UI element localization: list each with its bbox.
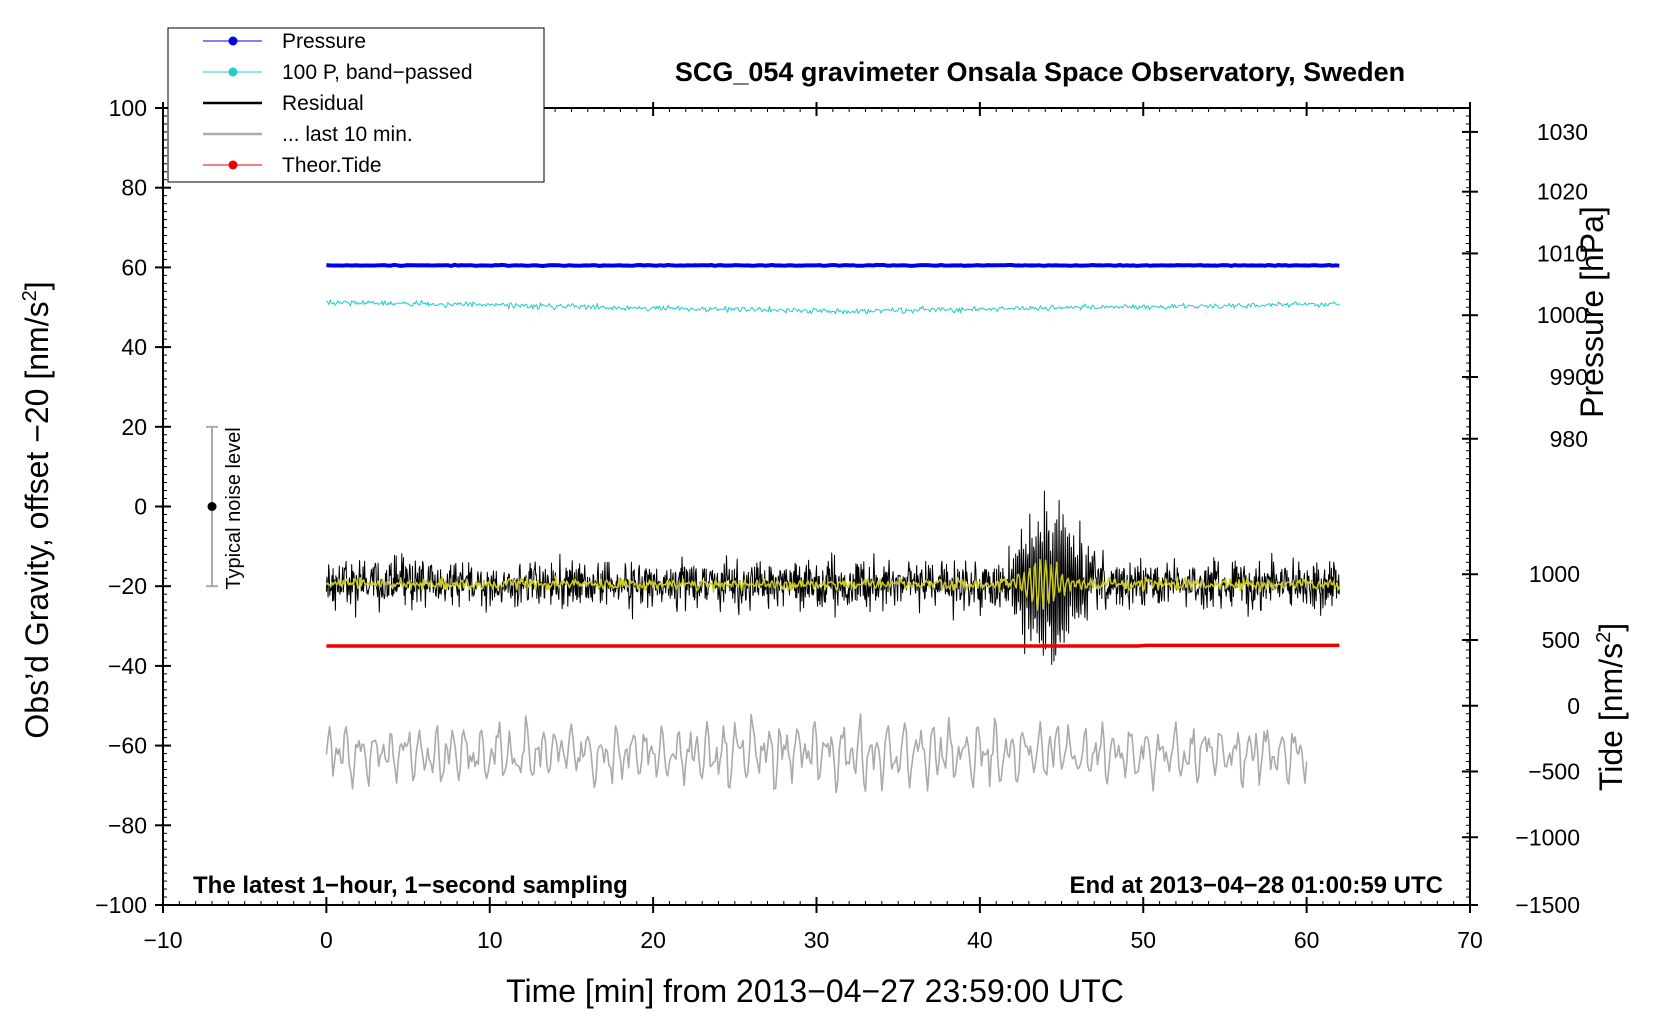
- plot-content: [325, 262, 1341, 794]
- legend-box: [167, 27, 545, 183]
- y-tick-label-left: 60: [121, 254, 147, 280]
- pressure-tick-label: 1020: [1537, 179, 1588, 205]
- legend-label: ... last 10 min.: [282, 123, 413, 146]
- y-tick-label-left: 80: [121, 175, 147, 201]
- x-tick-label: 20: [640, 927, 666, 953]
- pressure-tick-label: 990: [1550, 364, 1588, 390]
- legend-marker: [228, 67, 238, 77]
- series-last-10-min: [325, 713, 1308, 794]
- legend-marker: [228, 36, 238, 46]
- y-axis-title-left-main: Obs’d Gravity, offset −20 [nm/s: [19, 301, 55, 738]
- legend-marker: [228, 160, 238, 170]
- tide-tick-label: −1000: [1515, 824, 1580, 850]
- y-tick-label-left: −40: [108, 653, 147, 679]
- noise-level-label: Typical noise level: [223, 427, 245, 589]
- chart-title: SCG_054 gravimeter Onsala Space Observat…: [675, 57, 1405, 87]
- x-tick-label: 40: [967, 927, 993, 953]
- x-tick-label: 50: [1130, 927, 1156, 953]
- y-axis-title-left-sup: 2: [19, 290, 41, 301]
- y-tick-label-left: 0: [134, 494, 147, 520]
- legend-label: Theor.Tide: [282, 154, 382, 177]
- y-tick-label-left: −80: [108, 812, 147, 838]
- series-residual-smoothed: [325, 558, 1341, 611]
- series-theor-tide: [326, 643, 1340, 648]
- y-axis-title-left: Obs’d Gravity, offset −20 [nm/s2]: [19, 281, 55, 738]
- tide-axis-title-main: Tide [nm/s: [1593, 643, 1629, 791]
- x-tick-label: 30: [804, 927, 830, 953]
- legend: Pressure 100 P, band−passed Residual ... la…: [167, 27, 545, 183]
- y-axis-title-left-close: ]: [19, 281, 55, 290]
- tide-axis-title-sup: 2: [1593, 632, 1615, 643]
- tide-tick-label: −500: [1528, 759, 1580, 785]
- y-tick-label-left: 20: [121, 414, 147, 440]
- plot-frame: [162, 107, 1471, 906]
- x-tick-label: 10: [477, 927, 503, 953]
- tide-tick-label: 1000: [1529, 561, 1580, 587]
- y-tick-label-left: 40: [121, 334, 147, 360]
- tide-axis-title: Tide [nm/s2]: [1593, 623, 1629, 791]
- tide-tick-label: 500: [1542, 627, 1580, 653]
- y-tick-label-left: −100: [95, 892, 147, 918]
- pressure-axis-title: Pressure [hPa]: [1574, 206, 1610, 418]
- y-tick-label-left: 100: [109, 95, 147, 121]
- x-tick-label: 60: [1294, 927, 1320, 953]
- x-tick-label: 0: [320, 927, 333, 953]
- y-tick-label-left: −60: [108, 733, 147, 759]
- x-tick-label: 70: [1457, 927, 1483, 953]
- tide-axis-title-close: ]: [1593, 623, 1629, 632]
- legend-label: Pressure: [282, 30, 366, 53]
- series-pressure-band-passed: [326, 299, 1340, 315]
- annotation-end-time: End at 2013−04−28 01:00:59 UTC: [1069, 872, 1443, 899]
- series-pressure: [326, 262, 1340, 268]
- pressure-tick-label: 1000: [1537, 302, 1588, 328]
- tide-tick-label: −1500: [1515, 892, 1580, 918]
- legend-label: 100 P, band−passed: [282, 61, 473, 84]
- pressure-tick-label: 1030: [1537, 119, 1588, 145]
- series-residual: [325, 490, 1340, 665]
- pressure-tick-label: 1010: [1537, 240, 1588, 266]
- y-tick-label-left: −20: [108, 573, 147, 599]
- annotation-sampling: The latest 1−hour, 1−second sampling: [193, 872, 628, 899]
- noise-level-indicator: Typical noise level: [206, 425, 245, 590]
- tide-tick-label: 0: [1567, 693, 1580, 719]
- noise-bar-center-dot: [207, 502, 217, 511]
- x-tick-label: −10: [143, 927, 182, 953]
- x-axis-title: Time [min] from 2013−04−27 23:59:00 UTC: [506, 973, 1124, 1009]
- legend-label: Residual: [282, 92, 364, 115]
- pressure-tick-label: 980: [1550, 426, 1588, 452]
